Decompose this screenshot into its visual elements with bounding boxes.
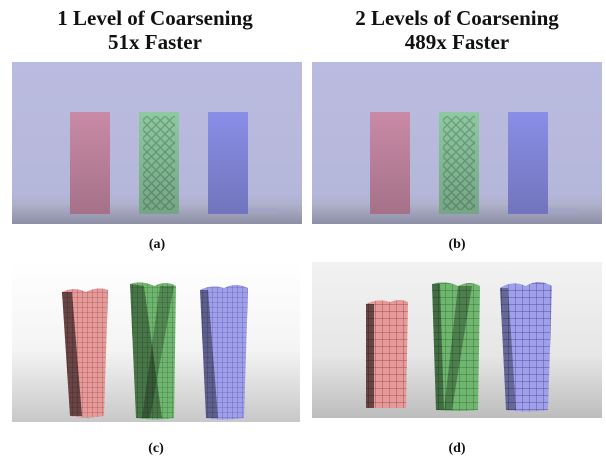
caption-b: (b) — [448, 237, 466, 252]
panel-d-render — [312, 262, 602, 418]
heading-left: 1 Level of Coarsening 51x Faster — [10, 6, 300, 54]
panel-b-render — [312, 62, 602, 224]
caption-d: (d) — [448, 441, 466, 456]
caption-c: (c) — [148, 441, 164, 456]
caption-a: (a) — [148, 237, 166, 252]
heading-left-line1: 1 Level of Coarsening — [57, 6, 253, 30]
heading-right-line2: 489x Faster — [404, 30, 510, 54]
heading-right: 2 Levels of Coarsening 489x Faster — [312, 6, 602, 54]
heading-right-line1: 2 Levels of Coarsening — [355, 6, 559, 30]
panel-c-render — [12, 262, 300, 422]
panel-a-render — [12, 62, 302, 224]
heading-left-line2: 51x Faster — [108, 30, 202, 54]
